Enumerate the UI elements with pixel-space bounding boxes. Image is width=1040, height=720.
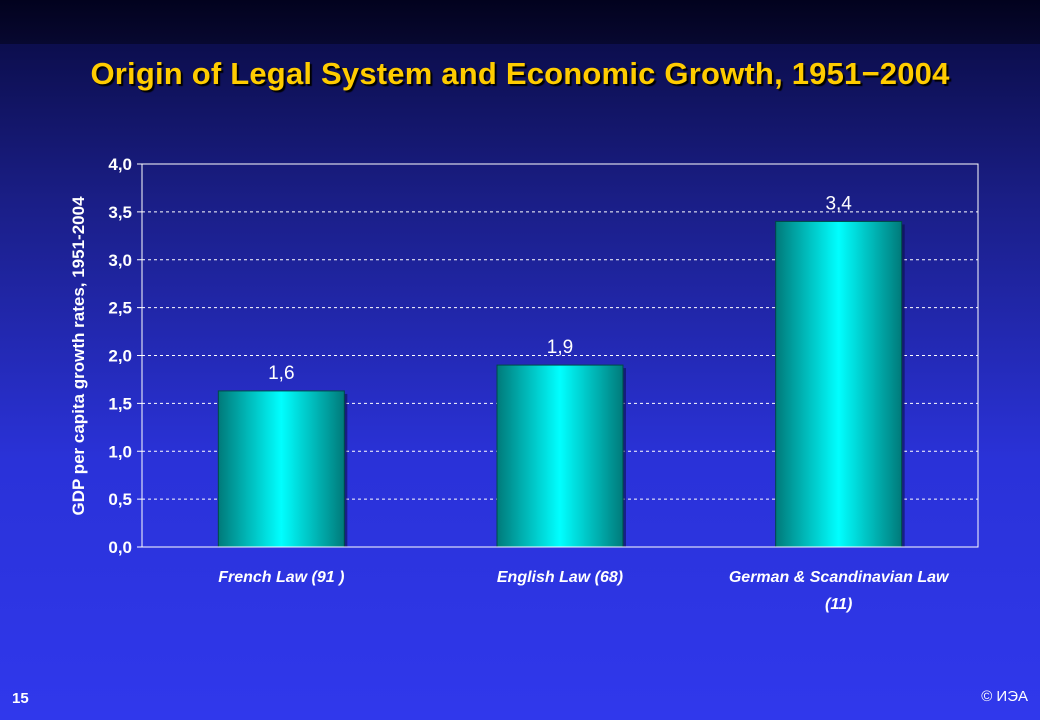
x-category-label: French Law (91 ) xyxy=(218,569,344,586)
y-tick-label: 0,0 xyxy=(108,538,132,557)
y-axis-ticks: 0,0 0,5 1,0 1,5 2,0 2,5 3,0 3,5 4,0 xyxy=(108,155,142,557)
bar-value-label: 3,4 xyxy=(825,193,852,214)
y-tick-label: 2,5 xyxy=(108,299,132,318)
y-tick-label: 0,5 xyxy=(108,490,132,509)
bars xyxy=(217,220,905,548)
copyright-text: © ИЭА xyxy=(981,688,1028,705)
y-tick-label: 1,0 xyxy=(108,442,132,461)
x-category-label: German & Scandinavian Law xyxy=(729,569,950,586)
y-tick-label: 4,0 xyxy=(108,155,132,174)
x-category-label: English Law (68) xyxy=(497,569,623,586)
y-tick-label: 3,5 xyxy=(108,203,132,222)
page-number: 15 xyxy=(12,690,29,707)
bar xyxy=(217,390,345,548)
bar xyxy=(775,220,903,548)
bar-value-label: 1,6 xyxy=(268,363,294,384)
y-tick-label: 2,0 xyxy=(108,347,132,366)
x-category-label: (11) xyxy=(825,596,852,613)
bar-value-label: 1,9 xyxy=(547,337,573,358)
top-band xyxy=(0,0,1040,44)
slide-title: Origin of Legal System and Economic Grow… xyxy=(90,56,950,91)
y-tick-label: 3,0 xyxy=(108,251,132,270)
bar xyxy=(496,364,624,548)
value-labels: 1,6 1,9 3,4 xyxy=(268,193,852,383)
category-labels: French Law (91 ) English Law (68) German &… xyxy=(218,569,950,613)
y-tick-label: 1,5 xyxy=(108,394,132,413)
